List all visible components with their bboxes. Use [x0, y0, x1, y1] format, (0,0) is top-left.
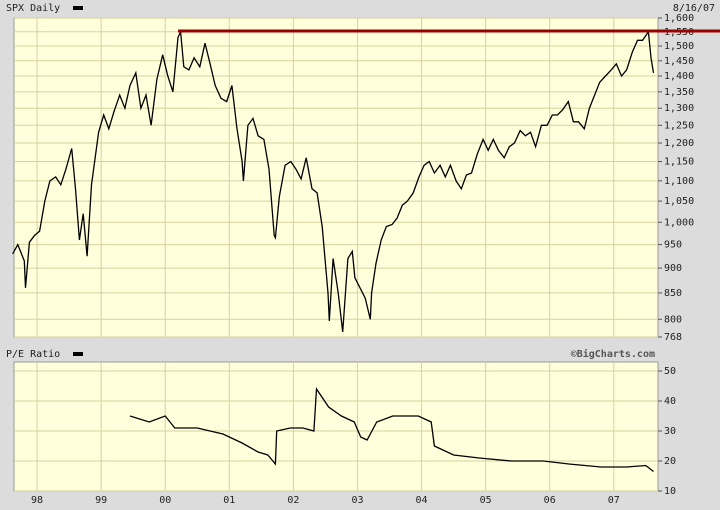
- x-tick-label: 06: [544, 495, 556, 506]
- x-tick-label: 05: [480, 495, 492, 506]
- legend-label: SPX Daily: [6, 3, 60, 14]
- y-tick-label: 1,300: [664, 103, 694, 114]
- y-tick-label: 768: [664, 332, 682, 343]
- y-tick-label: 1,200: [664, 138, 694, 149]
- x-tick-label: 01: [223, 495, 235, 506]
- y-tick-label: 1,100: [664, 176, 694, 187]
- y-tick-label: 1,500: [664, 41, 694, 52]
- x-tick-label: 02: [287, 495, 299, 506]
- y-tick-label: 950: [664, 240, 682, 251]
- y-tick-label: 850: [664, 288, 682, 299]
- plot-area: [13, 17, 659, 338]
- y-tick-label: 1,600: [664, 13, 694, 24]
- y-tick-label: 800: [664, 314, 682, 325]
- x-tick-label: 04: [416, 495, 428, 506]
- y-tick-label: 20: [664, 456, 676, 467]
- y-tick-label: 1,050: [664, 196, 694, 207]
- price-line: [12, 29, 655, 332]
- legend-swatch: [73, 6, 83, 10]
- y-tick-label: 1,400: [664, 71, 694, 82]
- y-tick-label: 1,000: [664, 217, 694, 228]
- y-tick-label: 1,250: [664, 120, 694, 131]
- legend-label: P/E Ratio: [6, 349, 60, 360]
- y-tick-label: 30: [664, 426, 676, 437]
- y-tick-label: 40: [664, 396, 676, 407]
- x-tick-label: 99: [95, 495, 107, 506]
- source-label: ©BigCharts.com: [571, 348, 655, 360]
- y-tick-label: 10: [664, 486, 676, 497]
- x-tick-label: 00: [159, 495, 171, 506]
- x-tick-label: 07: [608, 495, 620, 506]
- y-tick-label: 1,450: [664, 56, 694, 67]
- x-tick-label: 03: [351, 495, 363, 506]
- y-tick-label: 50: [664, 366, 676, 377]
- y-tick-label: 1,150: [664, 157, 694, 168]
- date-label: 8/16/07: [673, 3, 715, 14]
- legend-swatch: [73, 352, 83, 356]
- y-tick-label: 900: [664, 263, 682, 274]
- y-tick-label: 1,350: [664, 87, 694, 98]
- price-line: [129, 387, 654, 473]
- plot-area: [13, 361, 659, 492]
- x-tick-label: 98: [31, 495, 43, 506]
